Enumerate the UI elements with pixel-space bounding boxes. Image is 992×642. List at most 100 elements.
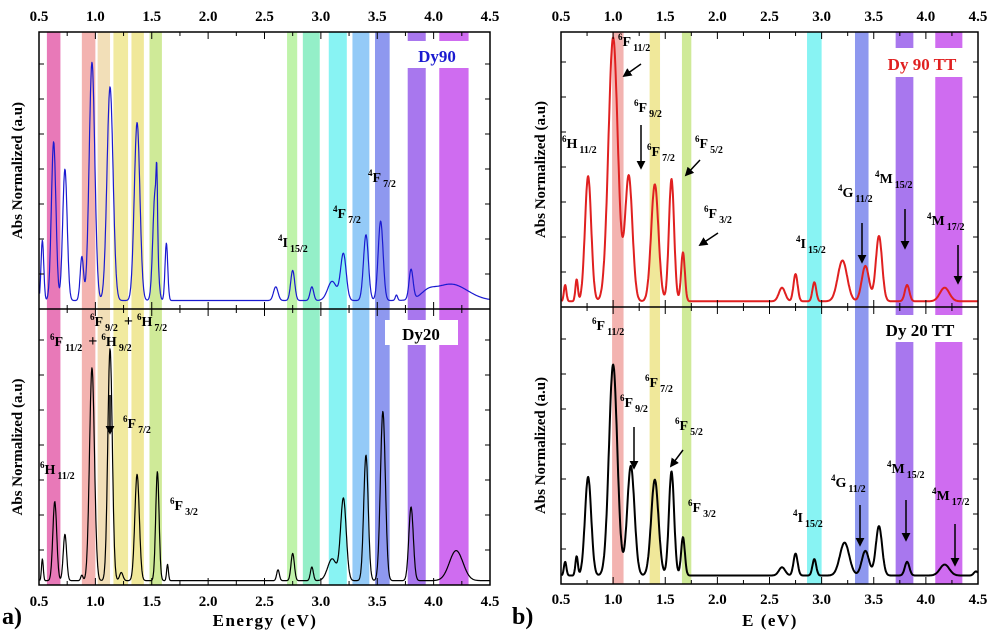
x-tick-label-bottom: 4.0: [424, 594, 443, 610]
term-multiplicity: 6: [620, 393, 625, 403]
term-multiplicity: 4: [927, 211, 932, 221]
x-tick-label-bottom: 2.5: [760, 592, 779, 608]
x-tick-label-top: 2.5: [760, 9, 779, 25]
term-j: 17/2: [947, 222, 965, 233]
term-j: 7/2: [383, 179, 396, 190]
term-multiplicity: 6: [634, 98, 639, 108]
x-tick-label-top: 3.0: [812, 9, 831, 25]
term-symbol: F: [639, 101, 648, 116]
transition-band: [935, 32, 963, 584]
x-tick-label-top: 1.0: [86, 9, 105, 25]
x-tick-label-top: 1.5: [656, 9, 675, 25]
term-multiplicity: 4: [831, 473, 836, 483]
transition-band: [649, 32, 661, 584]
legend-label: Dy90: [418, 47, 456, 66]
term-symbol: F: [95, 315, 104, 330]
term-label: 6F3/2​: [704, 204, 732, 226]
term-j: 9/2: [119, 343, 132, 354]
term-label: 6F9/2​: [634, 98, 662, 120]
panel-label: b): [512, 604, 533, 630]
term-label: 6F7/2​: [645, 373, 673, 395]
transition-band: [612, 32, 624, 584]
x-tick-label-top: 2.0: [199, 9, 218, 25]
term-label: 6F7/2​: [123, 414, 151, 436]
spectrum-line-dy-90-tt: [560, 36, 979, 303]
y-axis-label: Abs Normalized (a.u): [533, 377, 549, 514]
term-multiplicity: 6: [40, 460, 45, 470]
term-symbol: F: [680, 419, 689, 434]
term-j: 15/2: [808, 245, 826, 256]
x-tick-label-top: 3.0: [312, 9, 331, 25]
legend-box: [405, 41, 470, 68]
x-axis-label: E (eV): [742, 611, 798, 630]
term-j: 11/2: [848, 484, 865, 495]
term-j: 15/2: [895, 180, 913, 191]
x-tick-label-top: 4.5: [481, 9, 500, 25]
term-multiplicity: 6: [170, 496, 175, 506]
term-symbol: M: [892, 462, 905, 477]
term-multiplicity: 6: [123, 414, 128, 424]
term-symbol: F: [373, 171, 382, 186]
spectrum-line-dy90: [39, 61, 490, 302]
term-multiplicity: 4: [796, 234, 801, 244]
term-j: 3/2: [703, 509, 716, 520]
x-tick-label-bottom: 1.0: [86, 594, 105, 610]
term-multiplicity: 6: [50, 332, 55, 342]
legend-label: Dy20: [402, 325, 440, 344]
term-j: 9/2: [649, 109, 662, 120]
plus-sign: +: [120, 313, 137, 330]
panel-label: a): [2, 604, 22, 630]
term-j: 7/2: [154, 323, 167, 334]
term-symbol: F: [338, 207, 347, 222]
term-j: 7/2: [662, 153, 675, 164]
term-multiplicity: 6: [645, 373, 650, 383]
term-symbol: F: [623, 35, 632, 50]
x-tick-label-top: 3.5: [368, 9, 387, 25]
term-j: 11/2: [65, 343, 82, 354]
x-tick-label-top: 1.0: [604, 9, 623, 25]
term-multiplicity: 4: [932, 486, 937, 496]
x-tick-label-top: 0.5: [30, 9, 49, 25]
term-multiplicity: 6: [592, 316, 597, 326]
annotation-arrow: [698, 232, 719, 246]
term-symbol: F: [597, 319, 606, 334]
x-tick-label-bottom: 1.5: [142, 594, 161, 610]
term-symbol: H: [106, 335, 117, 350]
term-multiplicity: 6: [675, 416, 680, 426]
term-symbol: I: [798, 511, 803, 526]
term-multiplicity: 6: [562, 134, 567, 144]
term-symbol: H: [141, 315, 152, 330]
term-j: 3/2: [185, 507, 198, 518]
x-axis-label: Energy (eV): [213, 611, 318, 630]
term-label: 6F3/2​: [170, 496, 198, 518]
term-symbol: F: [175, 499, 184, 514]
term-symbol: F: [700, 137, 709, 152]
term-symbol: F: [652, 145, 661, 160]
term-j: 11/2: [579, 145, 596, 156]
term-label: 6F7/2​: [647, 142, 675, 164]
term-multiplicity: 6: [101, 332, 106, 342]
figure-a: Abs Normalized (a.u)Dy904I15/2​4F7/2​4F7…: [2, 9, 499, 630]
x-tick-label-bottom: 4.5: [481, 594, 500, 610]
x-tick-label-top: 0.5: [552, 9, 571, 25]
term-label: 6F3/2​: [688, 498, 716, 520]
term-j: 5/2: [710, 145, 723, 156]
term-label: 4F7/2​: [333, 204, 361, 226]
term-symbol: M: [932, 214, 945, 229]
term-symbol: G: [836, 476, 847, 491]
term-symbol: F: [55, 335, 64, 350]
x-tick-label-bottom: 0.5: [552, 592, 571, 608]
term-j: 15/2: [290, 244, 308, 255]
term-symbol: F: [709, 207, 718, 222]
annotation-arrow: [622, 63, 642, 78]
